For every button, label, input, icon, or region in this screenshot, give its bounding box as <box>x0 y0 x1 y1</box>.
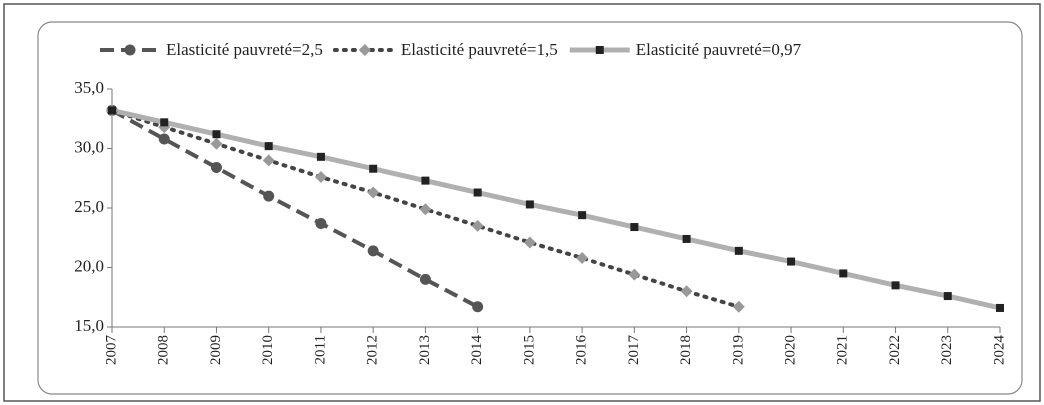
x-tick-label: 2017 <box>626 335 642 366</box>
point <box>264 142 273 151</box>
point <box>839 269 848 278</box>
x-tick-label: 2011 <box>312 335 328 364</box>
point <box>263 190 275 202</box>
x-tick-label: 2009 <box>208 335 224 365</box>
point <box>358 44 371 56</box>
point <box>680 285 693 298</box>
point <box>369 164 378 173</box>
y-tick-label: 25,0 <box>74 197 104 216</box>
x-tick-label: 2015 <box>521 335 537 365</box>
point <box>891 281 900 290</box>
point <box>576 251 589 264</box>
point <box>212 130 221 139</box>
point <box>262 154 275 167</box>
series-line <box>111 107 1001 311</box>
series-line <box>111 108 479 309</box>
point <box>996 303 1004 312</box>
point <box>473 188 482 197</box>
point <box>367 245 379 257</box>
point <box>108 106 116 115</box>
point <box>595 46 604 54</box>
point <box>630 223 639 232</box>
point <box>787 257 796 266</box>
x-tick-label: 2012 <box>365 335 381 365</box>
x-tick-label: 2022 <box>887 335 903 365</box>
point <box>734 246 743 255</box>
x-tick-label: 2016 <box>574 335 590 366</box>
legend-label: Elasticité pauvreté=1,5 <box>401 40 558 59</box>
point <box>421 176 430 185</box>
y-tick-label: 15,0 <box>74 316 104 335</box>
point <box>628 268 641 281</box>
point <box>682 234 691 243</box>
point <box>578 211 587 220</box>
x-tick-label: 2023 <box>939 335 955 365</box>
x-tick-label: 2010 <box>260 335 276 365</box>
x-tick-label: 2018 <box>678 335 694 365</box>
point <box>158 133 170 145</box>
point <box>471 219 484 232</box>
x-tick-label: 2020 <box>782 335 798 365</box>
point <box>419 273 431 285</box>
x-tick-label: 2013 <box>417 335 433 365</box>
point <box>419 203 432 216</box>
point <box>160 118 169 127</box>
point <box>472 301 484 313</box>
y-tick-label: 20,0 <box>74 256 104 275</box>
chart-frame <box>37 21 1023 395</box>
point <box>523 236 536 249</box>
point <box>732 300 745 313</box>
x-tick-label: 2007 <box>103 335 119 366</box>
y-tick-label: 30,0 <box>74 137 104 156</box>
legend-label: Elasticité pauvreté=2,5 <box>166 40 323 59</box>
point <box>210 137 223 150</box>
x-tick-label: 2014 <box>469 335 485 366</box>
outer-frame <box>3 3 1041 402</box>
x-tick-label: 2008 <box>156 335 172 365</box>
point <box>210 162 222 174</box>
point <box>316 152 325 161</box>
point <box>314 171 327 184</box>
x-tick-label: 2021 <box>835 335 851 365</box>
x-tick-label: 2024 <box>991 335 1007 366</box>
point <box>315 217 327 229</box>
x-tick-label: 2019 <box>730 335 746 365</box>
point <box>367 186 380 199</box>
y-tick-label: 35,0 <box>74 78 104 97</box>
point <box>943 292 952 301</box>
legend-label: Elasticité pauvreté=0,97 <box>636 40 802 59</box>
point <box>525 200 534 209</box>
point <box>124 44 136 56</box>
